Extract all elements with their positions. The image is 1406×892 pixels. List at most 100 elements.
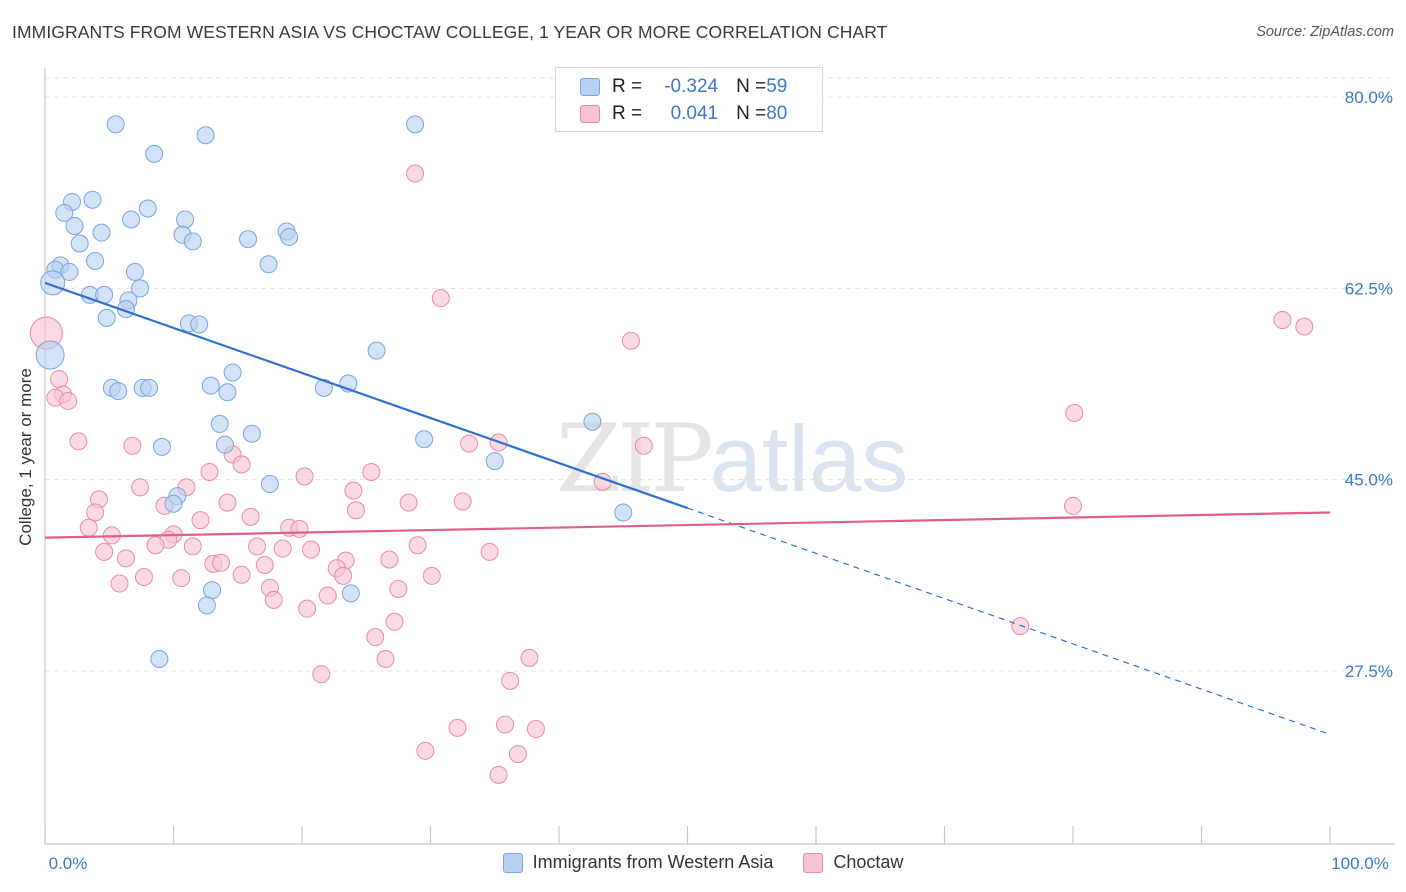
western-asia-point <box>106 115 125 134</box>
choctaw-point <box>385 612 404 631</box>
choctaw-point <box>1273 311 1292 330</box>
choctaw-point <box>131 478 150 497</box>
choctaw-point <box>621 331 640 350</box>
western-asia-point <box>614 503 633 522</box>
western-asia-point <box>215 435 234 454</box>
y-tick-label: 62.5% <box>1345 279 1393 298</box>
western-asia-point <box>415 430 434 449</box>
legend-r-value: 0.041 <box>670 103 719 124</box>
western-asia-point <box>92 223 111 242</box>
y-tick-label: 27.5% <box>1345 662 1393 681</box>
choctaw-point <box>290 519 309 538</box>
choctaw-point <box>480 542 499 561</box>
series-legend: Immigrants from Western Asia Choctaw <box>0 852 1406 873</box>
western-asia-point <box>223 363 242 382</box>
western-asia-point <box>190 315 209 334</box>
choctaw-point <box>422 566 441 585</box>
choctaw-point <box>1011 617 1030 636</box>
grid-lines <box>45 77 1395 672</box>
western-asia-point <box>152 437 171 456</box>
legend-n-label: N = <box>736 76 767 97</box>
axes <box>44 68 1395 845</box>
choctaw-point <box>301 540 320 559</box>
western-asia-point <box>70 234 89 253</box>
western-asia-point <box>35 340 65 370</box>
correlation-legend: R = -0.324 N = 59 R = 0.041 N = 80 <box>555 67 823 132</box>
choctaw-point <box>295 467 314 486</box>
legend-swatch-blue <box>502 852 523 873</box>
western-asia-point <box>122 210 141 229</box>
western-asia-point <box>210 414 229 433</box>
western-asia-point <box>131 279 150 298</box>
choctaw-point <box>86 503 105 522</box>
legend-n-value: 59 <box>766 76 788 97</box>
legend-row-choctaw: R = 0.041 N = 80 <box>580 102 787 126</box>
choctaw-point <box>200 463 219 482</box>
western-asia-point <box>176 210 195 229</box>
choctaw-point <box>50 370 69 389</box>
choctaw-point <box>408 536 427 555</box>
y-tick-label: 80.0% <box>1345 88 1393 107</box>
legend-n-value: 80 <box>766 103 788 124</box>
western-asia-point <box>55 203 74 222</box>
choctaw-point <box>232 455 251 474</box>
choctaw-point <box>241 507 260 526</box>
choctaw-point <box>318 586 337 605</box>
choctaw-point <box>362 463 381 482</box>
source-label: Source: ZipAtlas.com <box>1256 24 1394 40</box>
choctaw-point <box>232 565 251 584</box>
western-asia-point <box>183 232 202 251</box>
western-asia-point <box>280 227 299 246</box>
choctaw-point <box>248 537 267 556</box>
western-asia-point <box>140 378 159 397</box>
choctaw-point <box>1065 403 1084 422</box>
choctaw-point <box>508 745 527 764</box>
choctaw-point <box>520 648 539 667</box>
choctaw-point <box>344 481 363 500</box>
legend-item-choctaw: Choctaw <box>803 852 903 873</box>
legend-swatch-pink <box>580 105 600 123</box>
western-asia-point <box>218 383 237 402</box>
choctaw-point <box>134 567 153 586</box>
western-asia-point <box>242 424 261 443</box>
choctaw-point <box>496 715 515 734</box>
choctaw-point <box>255 555 274 574</box>
choctaw-point <box>191 511 210 530</box>
choctaw-point <box>123 436 142 455</box>
western-asia-point <box>583 412 602 431</box>
choctaw-points <box>29 164 1314 784</box>
choctaw-point <box>634 436 653 455</box>
legend-r-value: -0.324 <box>664 76 719 97</box>
western-asia-point <box>239 230 258 249</box>
western-asia-point <box>65 217 84 236</box>
western-asia-point <box>145 144 164 163</box>
choctaw-point <box>376 649 395 668</box>
choctaw-point <box>431 289 450 308</box>
western-asia-point <box>485 452 504 471</box>
tick-labels: 27.5% 45.0% 62.5% 80.0% 0.0% 100.0% <box>49 88 1393 873</box>
legend-swatch-pink <box>803 852 824 873</box>
western-asia-trend-line <box>44 281 688 510</box>
choctaw-point <box>146 536 165 555</box>
choctaw-point <box>312 665 331 684</box>
choctaw-point <box>183 537 202 556</box>
chart-title: IMMIGRANTS FROM WESTERN ASIA VS CHOCTAW … <box>12 22 888 42</box>
legend-item-western-asia: Immigrants from Western Asia <box>502 852 773 873</box>
western-asia-point <box>406 115 425 134</box>
choctaw-point <box>59 391 78 410</box>
choctaw-point <box>116 549 135 568</box>
choctaw-point <box>69 432 88 451</box>
choctaw-point <box>448 718 467 737</box>
choctaw-point <box>212 553 231 572</box>
legend-r-label: R = <box>612 76 643 97</box>
x-tick-label: 100.0% <box>1331 854 1389 873</box>
choctaw-point <box>273 539 292 558</box>
legend-r-label: R = <box>612 103 643 124</box>
choctaw-point <box>380 550 399 569</box>
western-asia-point <box>260 475 279 494</box>
western-asia-point <box>201 376 220 395</box>
western-asia-point <box>259 255 278 274</box>
choctaw-point <box>416 741 435 760</box>
western-asia-point <box>83 190 102 209</box>
